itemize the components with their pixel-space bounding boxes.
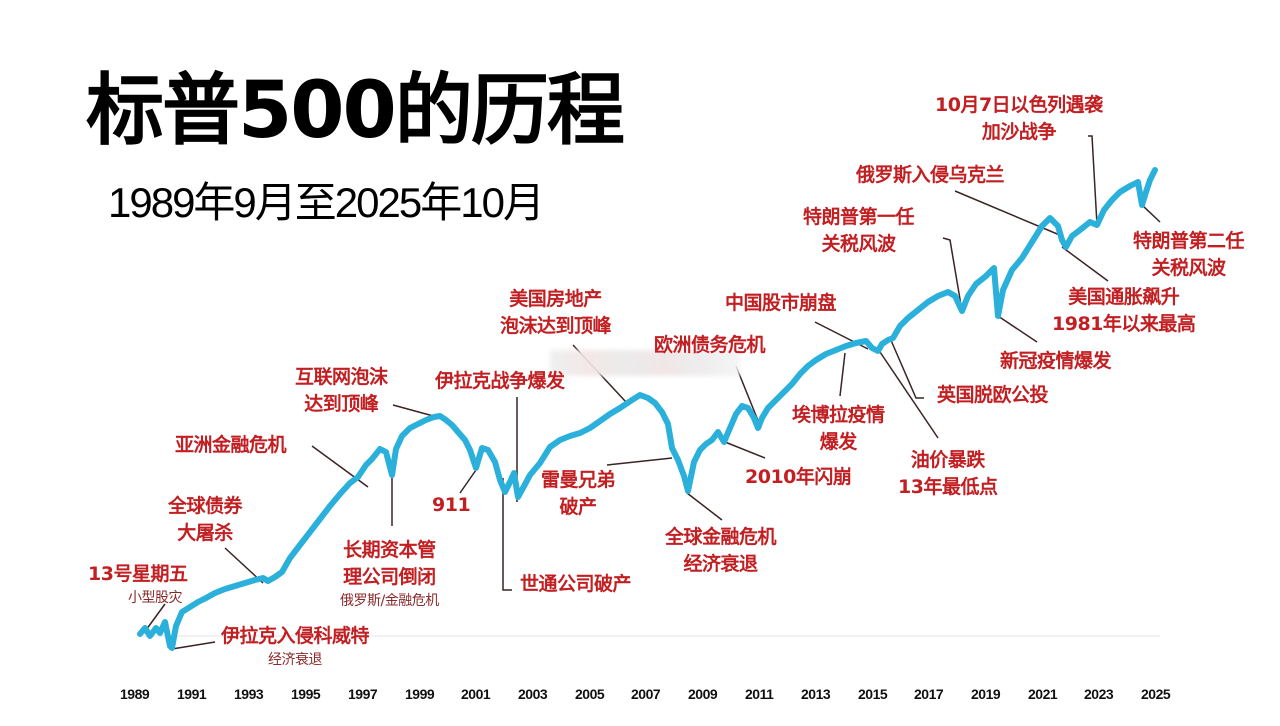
x-tick: 1989: [120, 686, 150, 702]
annotation-brexit: 英国脱欧公投: [937, 384, 1049, 406]
annotation-ltcm: 长期资本管 理公司倒闭 俄罗斯/金融危机: [340, 539, 439, 609]
annotation-iraq-war: 伊拉克战争爆发: [435, 370, 565, 392]
annotation-bond-massacre: 全球债券 大屠杀: [168, 495, 243, 544]
annotation-trump-tariffs-1: 特朗普第一任 关税风波: [803, 206, 915, 255]
x-tick: 2015: [858, 686, 888, 702]
annotation-russia-ukraine: 俄罗斯入侵乌克兰: [856, 164, 1005, 186]
x-tick: 2021: [1028, 686, 1058, 702]
annotation-asian-crisis: 亚洲金融危机: [175, 434, 287, 456]
annotation-oil-crash: 油价暴跌 13年最低点: [898, 449, 998, 498]
x-tick: 2001: [461, 686, 491, 702]
x-tick: 1991: [177, 686, 207, 702]
x-tick: 1995: [291, 686, 321, 702]
annotation-lehman: 雷曼兄弟 破产: [541, 469, 616, 518]
annotation-trump-tariffs-2: 特朗普第二任 关税风波: [1133, 230, 1245, 279]
x-tick: 2007: [631, 686, 661, 702]
x-tick: 2011: [745, 686, 774, 702]
annotation-flash-crash: 2010年闪崩: [745, 466, 852, 488]
annotation-911: 911: [432, 494, 471, 516]
annotation-dotcom-peak: 互联网泡沫 达到顶峰: [295, 366, 388, 415]
x-tick: 2003: [518, 686, 548, 702]
x-tick: 2009: [688, 686, 718, 702]
annotation-china-crash: 中国股市崩盘: [725, 292, 837, 314]
annotation-housing-bubble: 美国房地产 泡沫达到顶峰: [500, 288, 612, 337]
watermark-blur: [550, 350, 740, 376]
x-tick: 2017: [914, 686, 944, 702]
sp500-price-line: [137, 167, 1158, 651]
chart-title: 标普500的历程: [86, 66, 625, 156]
x-tick: 2023: [1084, 686, 1114, 702]
x-tick: 2025: [1141, 686, 1171, 702]
annotation-covid: 新冠疫情爆发: [1000, 350, 1112, 372]
annotation-euro-debt: 欧洲债务危机: [654, 334, 766, 356]
annotation-worldcom: 世通公司破产: [520, 573, 632, 595]
chart-subtitle: 1989年9月至2025年10月: [108, 179, 545, 226]
x-tick: 2019: [971, 686, 1001, 702]
x-tick: 2013: [801, 686, 831, 702]
annotation-ebola: 埃博拉疫情 爆发: [792, 404, 885, 453]
annotation-us-inflation: 美国通胀飙升 1981年以来最高: [1052, 286, 1196, 335]
x-tick: 1997: [348, 686, 378, 702]
x-tick: 1993: [234, 686, 264, 702]
annotation-gfc: 全球金融危机 经济衰退: [665, 526, 777, 575]
annotation-oct7-gaza: 10月7日以色列遇袭 加沙战争: [935, 94, 1103, 143]
annotation-iraq-kuwait: 伊拉克入侵科威特 经济衰退: [221, 625, 370, 668]
x-tick: 1999: [405, 686, 435, 702]
annotation-friday-13th: 13号星期五 小型股灾: [88, 563, 188, 606]
x-tick: 2005: [575, 686, 605, 702]
